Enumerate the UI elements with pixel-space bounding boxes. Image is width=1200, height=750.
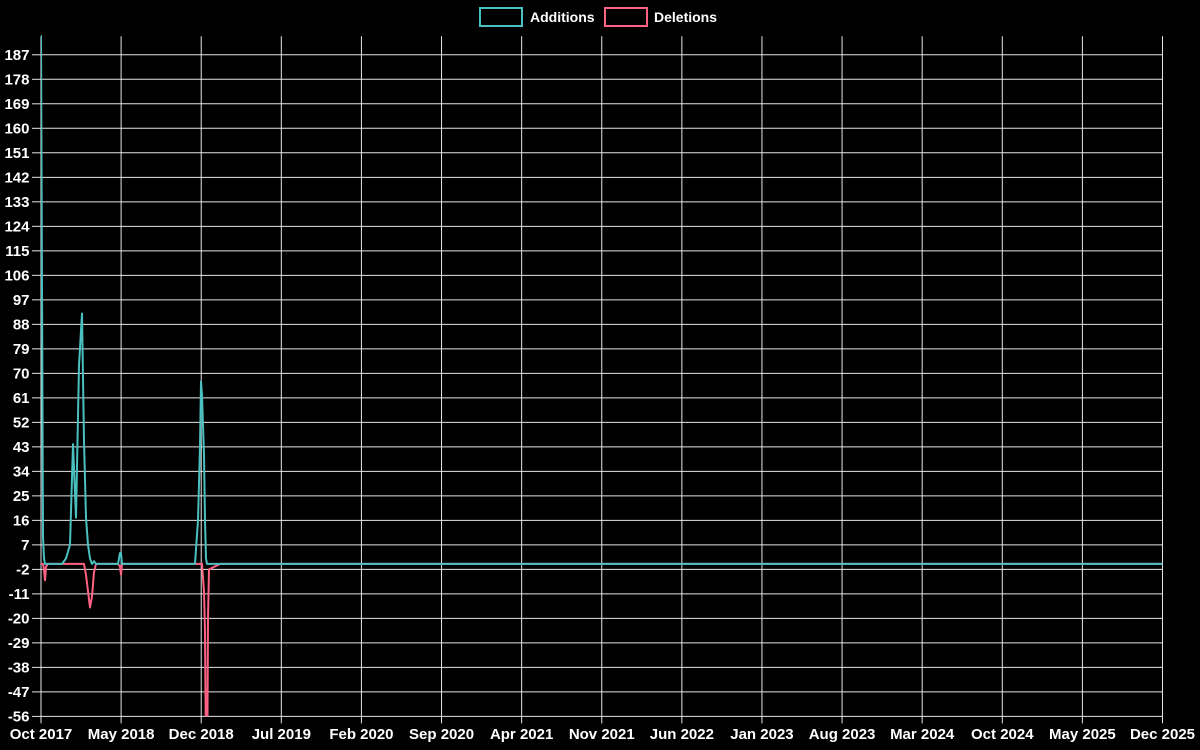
- svg-text:-2: -2: [16, 561, 29, 578]
- svg-text:Apr 2021: Apr 2021: [490, 726, 553, 743]
- svg-text:May 2025: May 2025: [1049, 726, 1116, 743]
- svg-text:61: 61: [13, 390, 30, 407]
- svg-text:Jan 2023: Jan 2023: [730, 726, 793, 743]
- svg-text:Aug 2023: Aug 2023: [809, 726, 876, 743]
- svg-text:97: 97: [13, 292, 30, 309]
- svg-text:Nov 2021: Nov 2021: [569, 726, 635, 743]
- svg-text:Additions: Additions: [530, 9, 595, 25]
- svg-text:124: 124: [4, 218, 30, 235]
- svg-text:-29: -29: [8, 635, 30, 652]
- svg-text:Deletions: Deletions: [654, 9, 717, 25]
- svg-text:Oct 2017: Oct 2017: [10, 726, 73, 743]
- svg-text:7: 7: [21, 537, 29, 554]
- svg-text:187: 187: [4, 47, 29, 64]
- svg-text:Jun 2022: Jun 2022: [650, 726, 714, 743]
- svg-text:34: 34: [13, 463, 30, 480]
- svg-text:142: 142: [4, 169, 29, 186]
- svg-text:160: 160: [4, 120, 29, 137]
- svg-text:70: 70: [13, 365, 30, 382]
- svg-text:169: 169: [4, 96, 29, 113]
- svg-text:88: 88: [13, 316, 30, 333]
- svg-text:-56: -56: [8, 708, 30, 725]
- svg-text:Sep 2020: Sep 2020: [409, 726, 474, 743]
- svg-text:Dec 2018: Dec 2018: [169, 726, 234, 743]
- svg-text:-38: -38: [8, 659, 30, 676]
- svg-text:25: 25: [13, 488, 30, 505]
- svg-text:-11: -11: [9, 586, 30, 603]
- svg-text:79: 79: [13, 341, 30, 358]
- svg-text:-47: -47: [8, 684, 30, 701]
- svg-text:-20: -20: [8, 610, 30, 627]
- svg-text:115: 115: [5, 243, 29, 260]
- svg-text:Jul 2019: Jul 2019: [252, 726, 311, 743]
- svg-text:43: 43: [13, 439, 30, 456]
- svg-text:May 2018: May 2018: [88, 726, 155, 743]
- svg-text:52: 52: [13, 414, 30, 431]
- svg-text:Mar 2024: Mar 2024: [890, 726, 955, 743]
- svg-text:178: 178: [4, 71, 29, 88]
- svg-text:133: 133: [4, 194, 29, 211]
- svg-text:Oct 2024: Oct 2024: [971, 726, 1034, 743]
- svg-text:151: 151: [4, 145, 29, 162]
- svg-text:Dec 2025: Dec 2025: [1130, 726, 1195, 743]
- svg-text:16: 16: [13, 512, 30, 529]
- svg-text:Feb 2020: Feb 2020: [329, 726, 393, 743]
- svg-text:106: 106: [4, 267, 29, 284]
